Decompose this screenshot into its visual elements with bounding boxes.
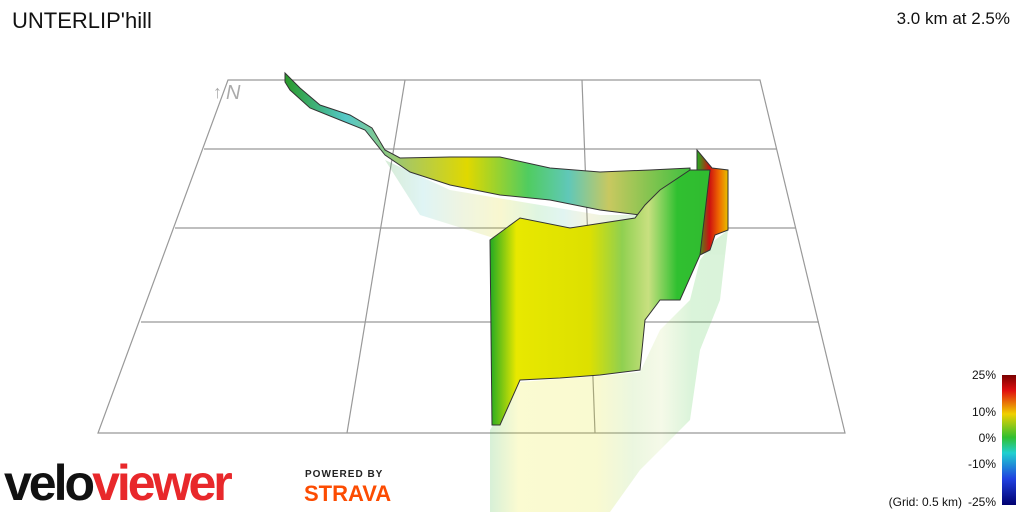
compass-arrow: ↑ bbox=[213, 82, 222, 102]
powered-by: POWERED BY bbox=[305, 469, 383, 480]
scale-labels: 25% 10% 0% -10% -25% bbox=[968, 368, 996, 509]
grid-line bbox=[346, 79, 406, 434]
route-back bbox=[284, 71, 691, 216]
title: UNTERLIP'hill bbox=[12, 8, 152, 33]
logo-velo: velo bbox=[4, 455, 94, 511]
reflection bbox=[385, 160, 728, 512]
scale-label: 25% bbox=[972, 368, 996, 382]
summary: 3.0 km at 2.5% bbox=[897, 9, 1010, 28]
route-front bbox=[489, 169, 711, 426]
ground-grid bbox=[97, 79, 846, 434]
compass-label: N bbox=[226, 82, 241, 104]
logo-viewer: viewer bbox=[92, 455, 232, 511]
strava-logo: STRAVA bbox=[304, 481, 391, 506]
gradient-scale bbox=[1002, 375, 1016, 505]
grid-frame bbox=[97, 79, 846, 434]
scale-label: -25% bbox=[968, 495, 996, 509]
logo: veloviewer bbox=[4, 455, 232, 511]
scale-label: 10% bbox=[972, 405, 996, 419]
grid-note: (Grid: 0.5 km) bbox=[889, 495, 962, 509]
scale-label: -10% bbox=[968, 457, 996, 471]
scale-label: 0% bbox=[979, 431, 997, 445]
